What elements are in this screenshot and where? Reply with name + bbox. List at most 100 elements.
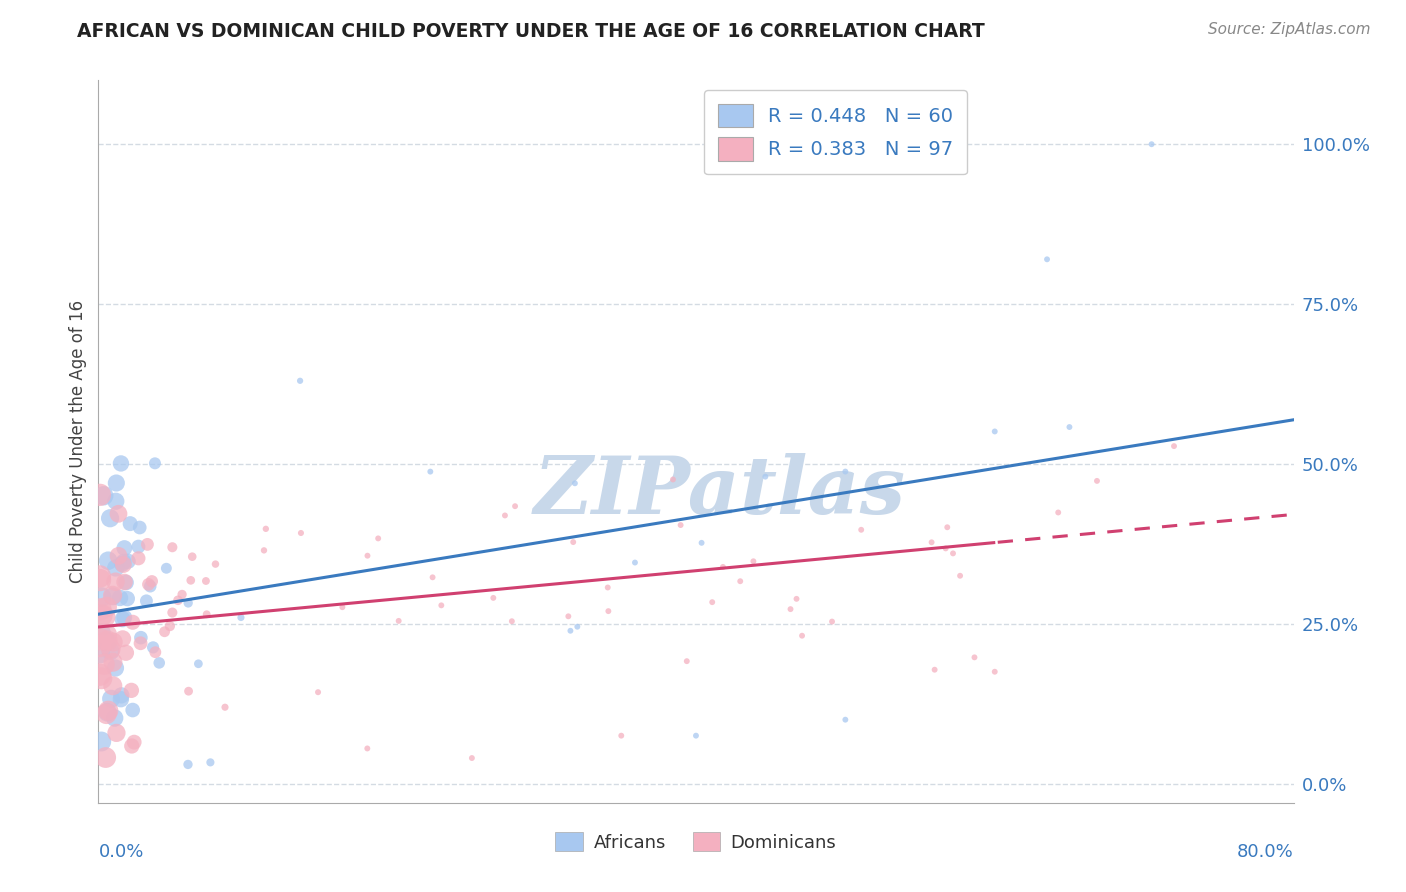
Point <box>112 541 135 555</box>
Point <box>111 557 134 571</box>
Point <box>754 469 776 483</box>
Point <box>100 644 122 658</box>
Point <box>104 661 127 675</box>
Point <box>155 561 177 575</box>
Point <box>501 614 523 628</box>
Point <box>935 541 957 556</box>
Point <box>742 554 765 568</box>
Point <box>984 425 1007 439</box>
Point <box>89 646 111 660</box>
Point <box>1036 252 1059 267</box>
Point <box>104 711 127 725</box>
Point <box>121 615 143 630</box>
Point <box>104 574 127 589</box>
Point <box>103 635 125 649</box>
Point <box>96 706 118 721</box>
Point <box>93 489 115 503</box>
Point <box>503 499 526 513</box>
Point <box>834 713 856 727</box>
Point <box>307 685 329 699</box>
Point <box>112 558 135 572</box>
Point <box>112 555 135 569</box>
Point <box>1140 137 1163 152</box>
Point <box>100 641 122 656</box>
Point <box>557 609 579 624</box>
Point <box>108 591 131 605</box>
Point <box>482 591 505 605</box>
Point <box>924 663 946 677</box>
Point <box>195 607 218 622</box>
Point <box>127 551 149 566</box>
Point <box>90 626 112 640</box>
Point <box>98 511 121 525</box>
Point <box>821 615 844 629</box>
Point <box>356 741 378 756</box>
Y-axis label: Child Poverty Under the Age of 16: Child Poverty Under the Age of 16 <box>69 300 87 583</box>
Point <box>129 631 152 645</box>
Point <box>90 734 112 748</box>
Point <box>1085 474 1108 488</box>
Point <box>107 549 129 563</box>
Point <box>254 522 277 536</box>
Point <box>89 632 111 647</box>
Point <box>89 639 111 653</box>
Point <box>564 476 586 491</box>
Point <box>624 556 647 570</box>
Point <box>419 465 441 479</box>
Point <box>194 574 217 588</box>
Point <box>1047 506 1070 520</box>
Point <box>153 624 176 639</box>
Point <box>984 665 1007 679</box>
Point <box>949 568 972 582</box>
Point <box>290 526 312 541</box>
Point <box>790 629 813 643</box>
Point <box>89 602 111 616</box>
Point <box>430 599 453 613</box>
Point <box>96 634 118 648</box>
Point <box>96 633 118 648</box>
Point <box>1163 439 1185 453</box>
Point <box>97 704 120 718</box>
Point <box>139 579 162 593</box>
Point <box>779 602 801 616</box>
Point <box>100 691 122 706</box>
Point <box>143 456 166 470</box>
Point <box>834 465 856 479</box>
Point <box>90 671 112 685</box>
Point <box>110 692 132 706</box>
Point <box>711 560 734 574</box>
Point <box>669 518 692 533</box>
Point <box>148 656 170 670</box>
Point <box>367 532 389 546</box>
Point <box>127 540 149 554</box>
Point <box>253 543 276 558</box>
Point <box>162 541 184 555</box>
Point <box>110 457 132 471</box>
Point <box>142 640 165 655</box>
Point <box>702 595 724 609</box>
Point <box>94 610 117 624</box>
Point <box>136 537 159 551</box>
Point <box>141 574 163 589</box>
Point <box>129 636 152 650</box>
Text: 80.0%: 80.0% <box>1237 843 1294 861</box>
Point <box>596 581 619 595</box>
Point <box>786 591 808 606</box>
Point <box>170 587 193 601</box>
Point <box>121 739 143 753</box>
Point <box>128 520 150 534</box>
Point <box>104 561 127 575</box>
Point <box>105 476 128 491</box>
Text: Source: ZipAtlas.com: Source: ZipAtlas.com <box>1208 22 1371 37</box>
Point <box>89 569 111 583</box>
Point <box>111 612 134 626</box>
Point <box>610 729 633 743</box>
Point <box>97 554 120 568</box>
Point <box>229 610 252 624</box>
Point <box>138 577 160 591</box>
Point <box>675 654 697 668</box>
Point <box>135 594 157 608</box>
Point <box>728 574 751 589</box>
Point <box>562 535 585 549</box>
Point <box>89 488 111 502</box>
